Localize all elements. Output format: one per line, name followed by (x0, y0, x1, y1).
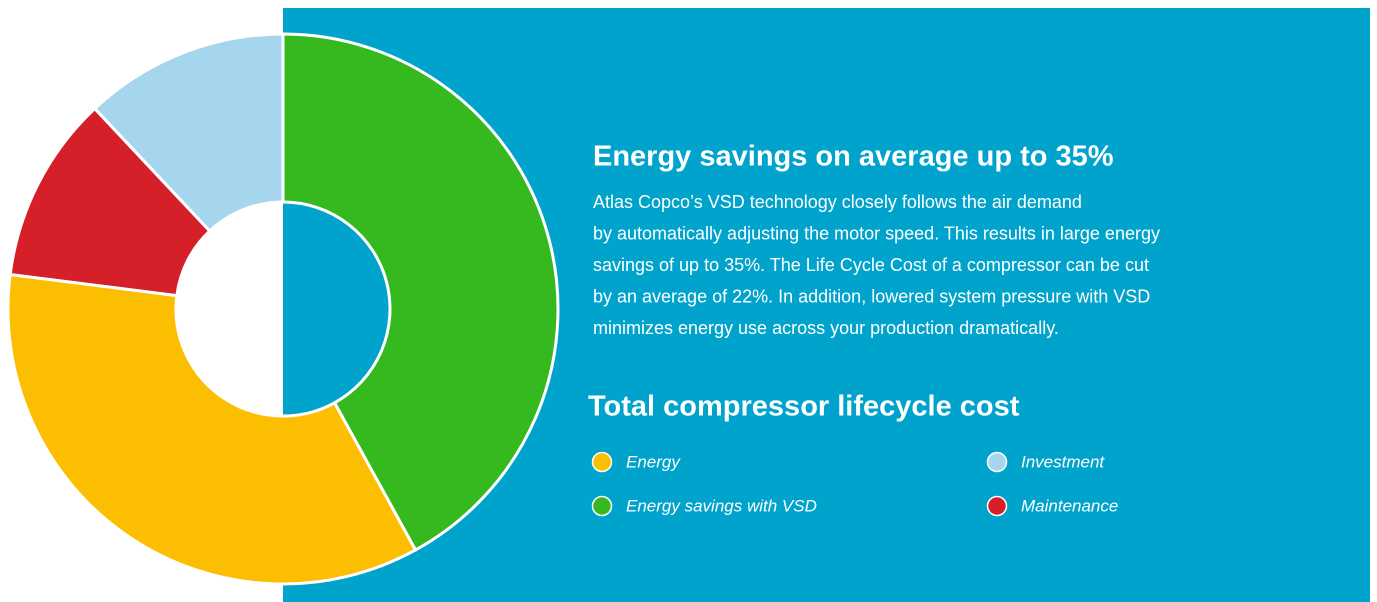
legend-swatch (591, 495, 613, 517)
body-line: by automatically adjusting the motor spe… (593, 223, 1160, 243)
legend-label: Energy (626, 452, 681, 471)
pie-slice (92, 32, 285, 234)
legend-swatch (986, 451, 1008, 473)
body-line: Atlas Copco’s VSD technology closely fol… (593, 192, 1082, 212)
legend-label: Investment (1021, 452, 1105, 471)
legend-swatch (591, 451, 613, 473)
legend-label: Energy savings with VSD (626, 496, 817, 515)
heading: Energy savings on average up to 35% (593, 141, 1114, 173)
body-line: minimizes energy use across your product… (593, 318, 1059, 338)
legend-swatch (986, 495, 1008, 517)
chart-title: Total compressor lifecycle cost (588, 391, 1020, 423)
pie-slice (6, 272, 418, 586)
legend-label: Maintenance (1021, 496, 1118, 515)
body-line: by an average of 22%. In addition, lower… (593, 286, 1150, 306)
body-line: savings of up to 35%. The Life Cycle Cos… (593, 255, 1149, 275)
pie-slice (281, 32, 560, 553)
pie-slice (8, 106, 212, 298)
